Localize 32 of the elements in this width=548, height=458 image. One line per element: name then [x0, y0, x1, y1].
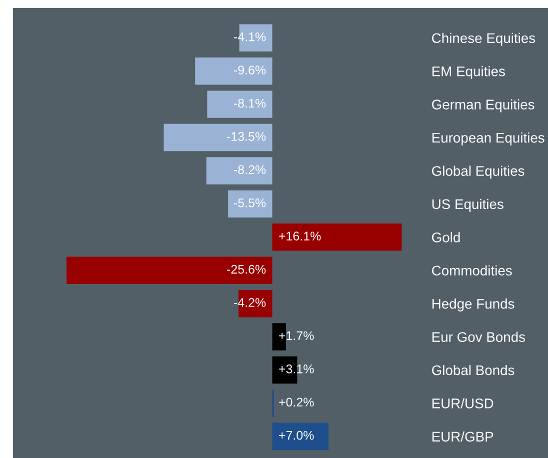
- data-label: -4.2%: [234, 298, 266, 307]
- data-label: -9.6%: [234, 66, 266, 74]
- bar: [206, 157, 272, 184]
- bar: [272, 224, 402, 251]
- y-tick-label: Global Bonds: [432, 364, 514, 376]
- y-tick-label: Eur Gov Bonds: [432, 332, 526, 342]
- data-label: -13.5%: [227, 132, 266, 141]
- y-tick-label: German Equities: [432, 99, 534, 112]
- data-label: -25.6%: [227, 264, 266, 274]
- bar: [164, 124, 272, 152]
- y-tick-label: Gold: [432, 232, 460, 242]
- bar: [66, 256, 272, 284]
- bar: [207, 90, 272, 118]
- data-label: -8.2%: [234, 165, 266, 174]
- y-tick-label: European Equities: [432, 132, 544, 146]
- y-tick-label: EUR/USD: [432, 398, 494, 408]
- y-tick-label: Chinese Equities: [432, 32, 536, 46]
- bar: [195, 57, 272, 85]
- data-label: +0.2%: [279, 398, 314, 407]
- data-label: -5.5%: [234, 198, 266, 208]
- y-tick-label: Commodities: [432, 265, 512, 276]
- data-label: +16.1%: [279, 232, 321, 241]
- bar: [272, 422, 329, 450]
- data-label: +3.1%: [279, 364, 314, 374]
- data-label: +7.0%: [279, 430, 314, 440]
- bar: [228, 190, 272, 218]
- y-tick-label: Hedge Funds: [432, 298, 514, 312]
- y-tick-label: EM Equities: [432, 66, 505, 80]
- y-tick-label: EUR/GBP: [432, 431, 494, 442]
- y-tick-label: US Equities: [432, 198, 504, 212]
- data-label: -8.1%: [234, 98, 266, 108]
- y-tick-label: Global Equities: [432, 166, 524, 179]
